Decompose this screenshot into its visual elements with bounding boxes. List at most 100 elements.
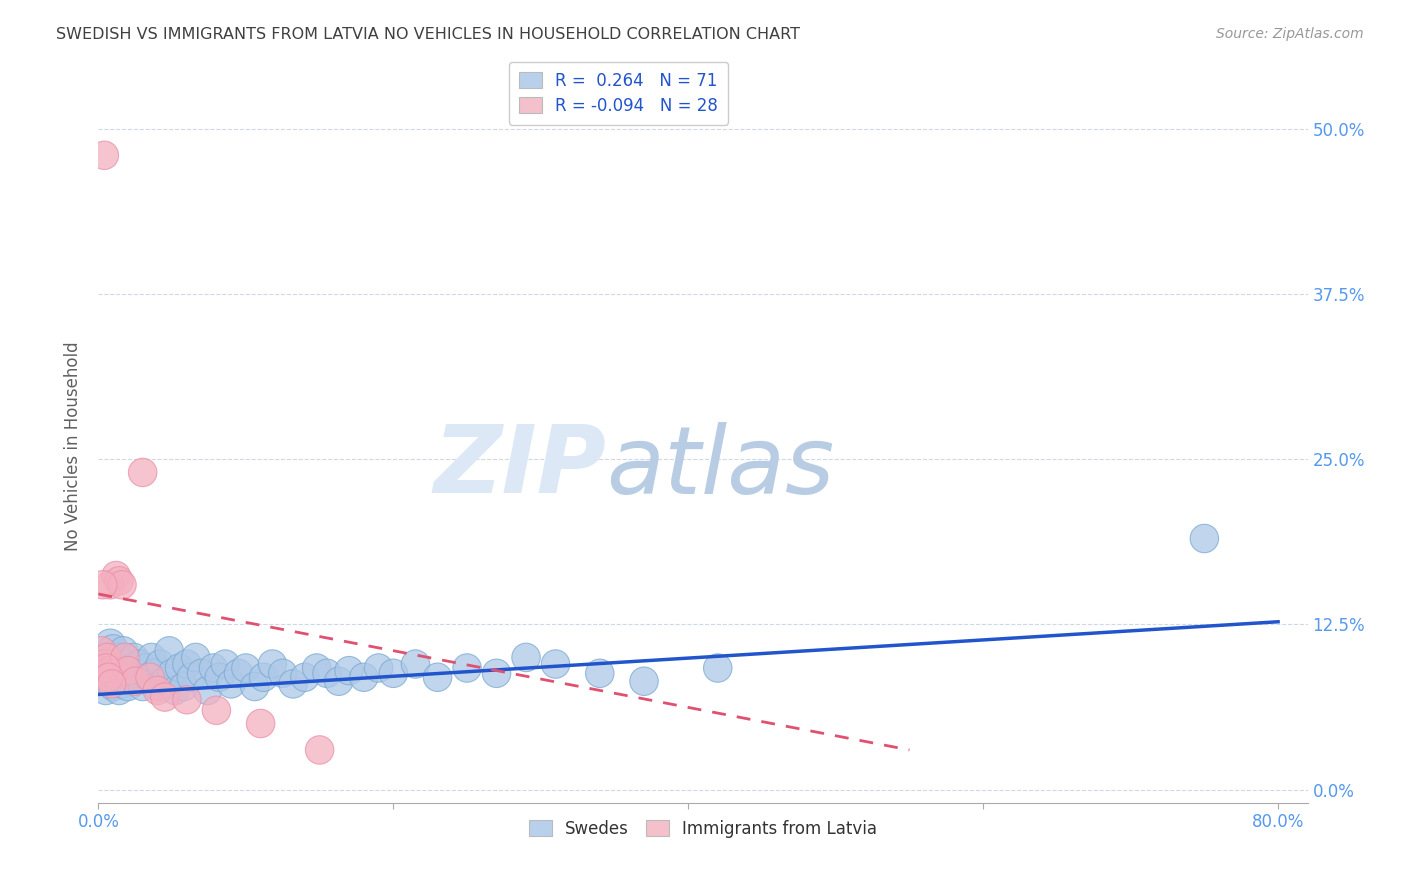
Point (252, 670, 274, 684)
Point (117, 680, 139, 694)
Point (114, 650, 136, 665)
Point (426, 670, 449, 684)
Point (111, 578, 134, 592)
Point (456, 661, 478, 675)
Point (149, 657, 172, 671)
Point (308, 743, 330, 757)
Point (208, 670, 231, 684)
Point (328, 674, 350, 689)
Point (485, 666, 508, 681)
Point (124, 674, 146, 689)
Point (100, 666, 122, 681)
Point (180, 670, 202, 684)
Point (97, 670, 120, 684)
Point (165, 683, 187, 698)
Point (219, 677, 242, 691)
Point (243, 680, 266, 694)
Point (101, 666, 124, 681)
Point (111, 677, 134, 691)
Point (90, 666, 112, 681)
Point (114, 666, 136, 681)
Point (146, 680, 169, 694)
Point (1194, 532, 1216, 546)
Text: ZIP: ZIP (433, 421, 606, 514)
Point (305, 661, 328, 675)
Point (141, 650, 163, 665)
Point (146, 683, 169, 698)
Point (94, 657, 117, 671)
Point (115, 657, 138, 671)
Point (91, 661, 114, 675)
Point (205, 703, 228, 717)
Text: Source: ZipAtlas.com: Source: ZipAtlas.com (1216, 27, 1364, 41)
Point (112, 644, 135, 658)
Point (90, 644, 112, 658)
Point (157, 644, 180, 658)
Point (249, 716, 271, 731)
Point (153, 690, 176, 704)
Point (197, 683, 219, 698)
Point (202, 661, 225, 675)
Text: SWEDISH VS IMMIGRANTS FROM LATVIA NO VEHICLES IN HOUSEHOLD CORRELATION CHART: SWEDISH VS IMMIGRANTS FROM LATVIA NO VEH… (56, 27, 800, 42)
Point (94, 661, 117, 675)
Point (169, 661, 191, 675)
Point (100, 664, 122, 678)
Point (101, 644, 124, 658)
Point (176, 657, 198, 671)
Point (108, 574, 131, 588)
Point (93, 657, 115, 671)
Point (93, 148, 115, 162)
Point (176, 692, 198, 706)
Point (101, 680, 124, 694)
Point (153, 674, 176, 689)
Text: atlas: atlas (606, 422, 835, 513)
Point (96, 650, 118, 665)
Point (190, 666, 212, 681)
Point (97, 664, 120, 678)
Point (91, 578, 114, 592)
Point (105, 568, 128, 582)
Point (262, 657, 284, 671)
Point (271, 666, 294, 681)
Point (544, 657, 567, 671)
Point (125, 666, 148, 681)
Point (143, 666, 166, 681)
Point (96, 674, 118, 689)
Point (94, 683, 117, 698)
Point (160, 666, 183, 681)
Point (98, 637, 121, 651)
Point (105, 670, 128, 684)
Point (107, 650, 129, 665)
Point (228, 666, 250, 681)
Point (337, 664, 360, 678)
Point (589, 666, 612, 681)
Point (117, 664, 139, 678)
Point (515, 650, 537, 665)
Point (353, 670, 375, 684)
Point (120, 661, 142, 675)
Point (108, 683, 131, 698)
Point (184, 650, 207, 665)
Point (367, 661, 389, 675)
Point (100, 677, 122, 691)
Point (122, 650, 145, 665)
Point (706, 661, 728, 675)
Point (104, 657, 127, 671)
Point (316, 666, 339, 681)
Legend: Swedes, Immigrants from Latvia: Swedes, Immigrants from Latvia (522, 814, 884, 845)
Point (235, 661, 257, 675)
Point (214, 657, 236, 671)
Point (135, 661, 157, 675)
Point (139, 670, 162, 684)
Point (98, 578, 121, 592)
Point (89, 664, 111, 678)
Point (404, 657, 426, 671)
Point (173, 680, 195, 694)
Point (633, 674, 655, 689)
Point (110, 661, 132, 675)
Point (131, 680, 153, 694)
Point (382, 666, 405, 681)
Point (128, 657, 150, 671)
Point (294, 670, 316, 684)
Point (281, 677, 304, 691)
